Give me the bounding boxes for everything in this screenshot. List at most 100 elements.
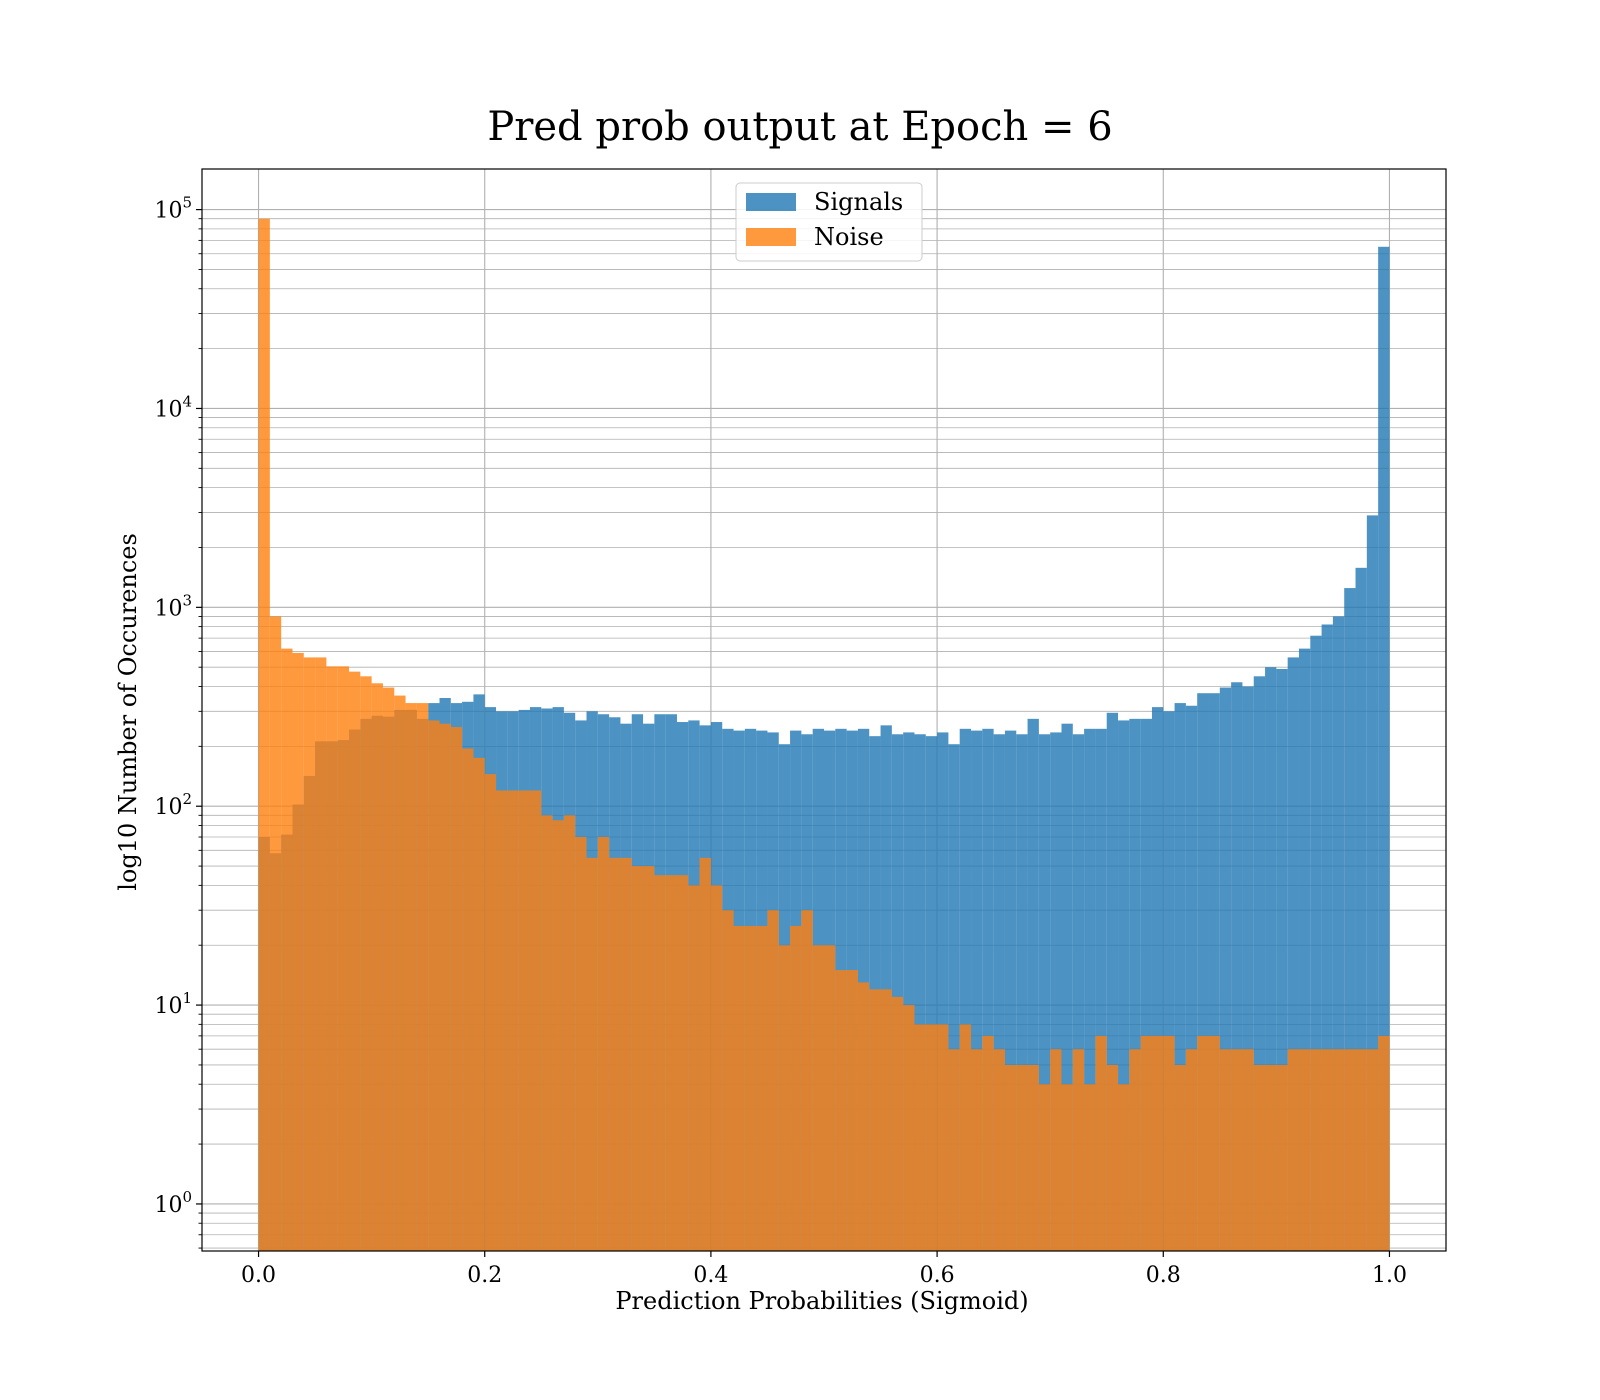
bar-noise [563,815,576,1251]
bar-noise [337,666,350,1251]
bar-signals [903,732,915,1251]
bar-noise [1163,1035,1175,1251]
bar-noise [756,925,768,1251]
bar-noise [269,616,282,1251]
bar-noise [1366,1049,1379,1251]
bar-signals [1016,734,1028,1251]
legend: Signals Noise [735,182,923,262]
bar-noise [880,989,892,1251]
bar-noise [790,925,802,1251]
bar-signals [1197,693,1209,1251]
axes [196,168,1447,1257]
y-tick-label: 104 [154,392,192,422]
bar-signals [1265,667,1277,1251]
series-noise [258,218,1390,1251]
bar-noise [1185,1049,1198,1251]
x-axis-label: Prediction Probabilities (Sigmoid) [615,1287,1028,1315]
bar-noise [360,676,372,1251]
bar-noise [416,703,429,1251]
bar-noise [439,723,451,1251]
bar-signals [1185,705,1198,1251]
bar-signals [1072,734,1085,1251]
y-axis-label: log10 Number of Occurences [114,533,142,891]
bar-signals [1321,624,1333,1251]
bar-noise [914,1024,926,1251]
bar-signals [1287,657,1299,1251]
bar-noise [496,790,508,1251]
bar-noise [349,671,361,1251]
bar-signals [1208,693,1220,1251]
bar-noise [1378,1035,1390,1251]
bar-noise [1095,1035,1107,1251]
bar-signals [1106,712,1119,1251]
bar-noise [1344,1049,1356,1251]
x-tick-label: 0.0 [241,1263,276,1288]
bar-signals [1355,567,1367,1251]
bar-signals [1038,734,1051,1251]
x-tick-label: 1.0 [1372,1263,1407,1288]
bar-noise [1174,1064,1186,1251]
x-tick-label: 0.2 [467,1263,502,1288]
bar-noise [541,815,553,1251]
bar-noise [473,757,485,1251]
bar-noise [835,970,847,1251]
bar-noise [1106,1064,1119,1251]
bar-noise [1355,1049,1367,1251]
bar-noise [450,727,463,1251]
bar-noise [1072,1049,1085,1251]
bar-noise [1151,1035,1164,1251]
histogram-bars [258,218,1390,1252]
bar-signals [1027,718,1039,1251]
bar-noise [1050,1049,1062,1251]
bar-noise [315,657,327,1251]
bar-noise [993,1049,1005,1251]
bar-signals [1298,648,1311,1251]
bar-noise [529,790,542,1251]
bar-signals [1163,711,1175,1251]
bar-noise [609,857,621,1251]
bar-noise [1242,1049,1254,1251]
bar-noise [518,790,530,1251]
bar-noise [1027,1064,1039,1251]
bar-signals [891,734,904,1251]
legend-label-noise: Noise [814,223,884,251]
bar-noise [1129,1049,1141,1251]
bar-noise [326,666,338,1251]
bar-noise [1253,1064,1266,1251]
legend-swatch-signals [746,193,796,211]
y-tick-label: 100 [154,1188,192,1218]
bar-noise [1321,1049,1333,1251]
bar-noise [971,1049,983,1251]
bar-signals [1310,635,1322,1251]
bar-noise [654,875,666,1251]
bar-noise [767,910,779,1251]
bar-signals [1276,668,1288,1251]
bar-noise [1016,1064,1028,1251]
bar-signals [1366,515,1379,1251]
bar-noise [292,652,304,1251]
bar-noise [733,925,745,1251]
bar-signals [1242,686,1254,1251]
bar-noise [258,218,270,1251]
bar-signals [1004,730,1017,1251]
bar-signals [959,728,972,1251]
bar-noise [688,885,700,1251]
bar-signals [925,736,938,1251]
chart-title: Pred prob output at Epoch = 6 [487,104,1112,150]
bar-noise [1332,1049,1345,1251]
bar-noise [281,648,293,1251]
x-tick-label: 0.8 [1146,1263,1181,1288]
y-tick-label: 102 [154,790,192,820]
bar-noise [371,683,383,1251]
bar-noise [303,657,316,1251]
bar-noise [575,837,587,1251]
bar-noise [937,1024,949,1251]
bar-noise [846,970,858,1251]
bar-signals [982,728,994,1251]
bar-noise [699,857,711,1251]
bar-noise [405,703,417,1251]
bar-signals [1084,728,1096,1251]
bar-signals [1332,616,1345,1251]
bar-signals [1118,720,1130,1251]
x-tick-label: 0.6 [920,1263,955,1288]
